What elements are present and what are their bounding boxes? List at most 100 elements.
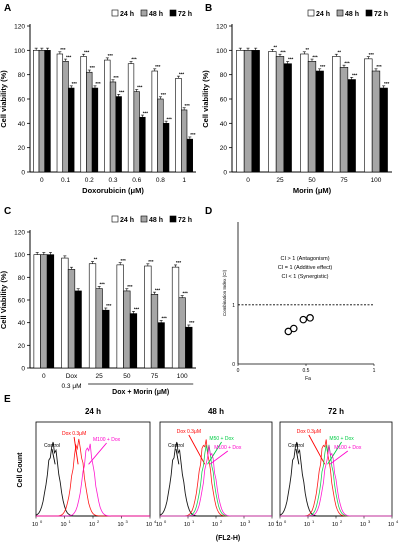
y-tick-label: 20 bbox=[18, 145, 26, 152]
bar bbox=[115, 96, 122, 173]
panel-letter: B bbox=[205, 3, 212, 14]
peak-arrow bbox=[295, 448, 300, 465]
peak-arrow bbox=[88, 442, 107, 465]
x-tick-exponent: 4 bbox=[276, 519, 279, 524]
ci-note: CI > 1 (Antagonism) bbox=[280, 256, 329, 262]
x-tick-label: 0 bbox=[237, 368, 240, 374]
bar bbox=[379, 87, 388, 173]
peak-arrow bbox=[308, 434, 326, 465]
x-axis-label: Doxorubicin (μM) bbox=[82, 186, 144, 195]
bar bbox=[102, 309, 110, 369]
peak-label: M50 + Dox bbox=[329, 436, 354, 442]
significance-label: *** bbox=[155, 64, 161, 69]
histogram-curve bbox=[160, 445, 272, 517]
bar bbox=[364, 58, 373, 173]
bar bbox=[46, 254, 55, 369]
bar bbox=[80, 56, 87, 173]
y-tick-label: 120 bbox=[216, 24, 227, 31]
significance-label: *** bbox=[90, 65, 96, 70]
bar bbox=[33, 50, 40, 173]
bar bbox=[315, 70, 324, 173]
significance-label: *** bbox=[143, 110, 149, 115]
y-tick-label: 100 bbox=[14, 252, 25, 259]
legend-label: 24 h bbox=[316, 11, 330, 18]
bar bbox=[371, 70, 381, 173]
y-tick-label: 60 bbox=[18, 298, 26, 305]
y-axis-label: Cell viability (%) bbox=[201, 70, 210, 128]
subplot-title: 48 h bbox=[208, 407, 224, 416]
dox-dose-label: 0.3 μM bbox=[61, 383, 81, 390]
peak-arrow bbox=[209, 450, 229, 465]
x-tick-exponent: 4 bbox=[154, 519, 157, 524]
x-tick-label: 0.1 bbox=[61, 177, 70, 184]
x-tick-label: 10 bbox=[268, 522, 274, 528]
significance-label: *** bbox=[280, 49, 286, 54]
significance-label: *** bbox=[352, 73, 358, 78]
bar bbox=[86, 71, 93, 173]
panel-letter: A bbox=[4, 3, 11, 14]
y-tick-label: 0 bbox=[21, 170, 25, 177]
y-tick-label: 20 bbox=[18, 343, 26, 350]
peak-label: M50 + Dox bbox=[209, 436, 234, 442]
peak-arrow bbox=[327, 441, 342, 465]
bar bbox=[56, 53, 64, 173]
y-tick-label: 40 bbox=[220, 121, 228, 128]
bar bbox=[332, 56, 341, 173]
x-tick-label: 1 bbox=[373, 368, 376, 374]
ci-point bbox=[306, 314, 314, 322]
bar bbox=[151, 70, 158, 173]
peak-arrow bbox=[51, 448, 56, 465]
x-tick-label: 10 bbox=[89, 522, 95, 528]
legend-swatch bbox=[140, 215, 148, 223]
x-tick-label: 25 bbox=[96, 373, 104, 380]
x-tick-label: 75 bbox=[151, 373, 159, 380]
x-axis-label: Fa bbox=[305, 376, 311, 382]
y-tick-label: 0 bbox=[223, 170, 227, 177]
significance-label: *** bbox=[95, 81, 101, 86]
x-tick-label: 0.6 bbox=[132, 177, 141, 184]
significance-label: ** bbox=[94, 257, 98, 262]
y-tick-label: 100 bbox=[216, 48, 227, 55]
x-tick-exponent: 0 bbox=[164, 519, 167, 524]
bar bbox=[339, 67, 349, 173]
x-tick-label: 10 bbox=[360, 522, 366, 528]
legend-label: 48 h bbox=[345, 11, 359, 18]
bar bbox=[62, 60, 69, 173]
peak-arrow bbox=[175, 448, 180, 465]
significance-label: *** bbox=[100, 282, 106, 287]
y-tick-label: 80 bbox=[18, 275, 26, 282]
significance-label: *** bbox=[137, 85, 143, 90]
significance-label: *** bbox=[134, 307, 140, 312]
legend-swatch bbox=[169, 215, 177, 223]
legend-label: 72 h bbox=[178, 217, 192, 224]
significance-label: ** bbox=[338, 49, 342, 54]
x-axis-label: Morin (μM) bbox=[293, 186, 332, 195]
bar bbox=[67, 269, 76, 369]
legend-label: 24 h bbox=[120, 11, 134, 18]
legend-label: 24 h bbox=[120, 217, 134, 224]
bar bbox=[129, 313, 138, 369]
y-tick-label: 120 bbox=[14, 24, 25, 31]
bar bbox=[162, 123, 170, 173]
peak-label: Dox 0.3μM bbox=[62, 431, 86, 437]
x-tick-label: 0 bbox=[40, 177, 44, 184]
bar bbox=[116, 264, 124, 369]
bar bbox=[150, 294, 159, 369]
x-tick-label: 10 bbox=[240, 522, 246, 528]
bar bbox=[144, 265, 152, 369]
x-tick-exponent: 4 bbox=[396, 519, 399, 524]
legend-swatch bbox=[140, 9, 148, 17]
peak-label: Dox 0.3μM bbox=[297, 429, 321, 435]
y-tick-label: 40 bbox=[18, 320, 26, 327]
significance-label: *** bbox=[131, 57, 137, 62]
significance-label: *** bbox=[185, 103, 191, 108]
peak-label: Control bbox=[44, 443, 60, 449]
subplot-title: 72 h bbox=[328, 407, 344, 416]
significance-label: *** bbox=[183, 291, 189, 296]
ci-note: CI < 1 (Synergistic) bbox=[282, 274, 329, 280]
x-tick-label: 10 bbox=[388, 522, 394, 528]
bar bbox=[186, 138, 193, 173]
bar bbox=[171, 266, 180, 369]
x-tick-exponent: 2 bbox=[340, 519, 343, 524]
